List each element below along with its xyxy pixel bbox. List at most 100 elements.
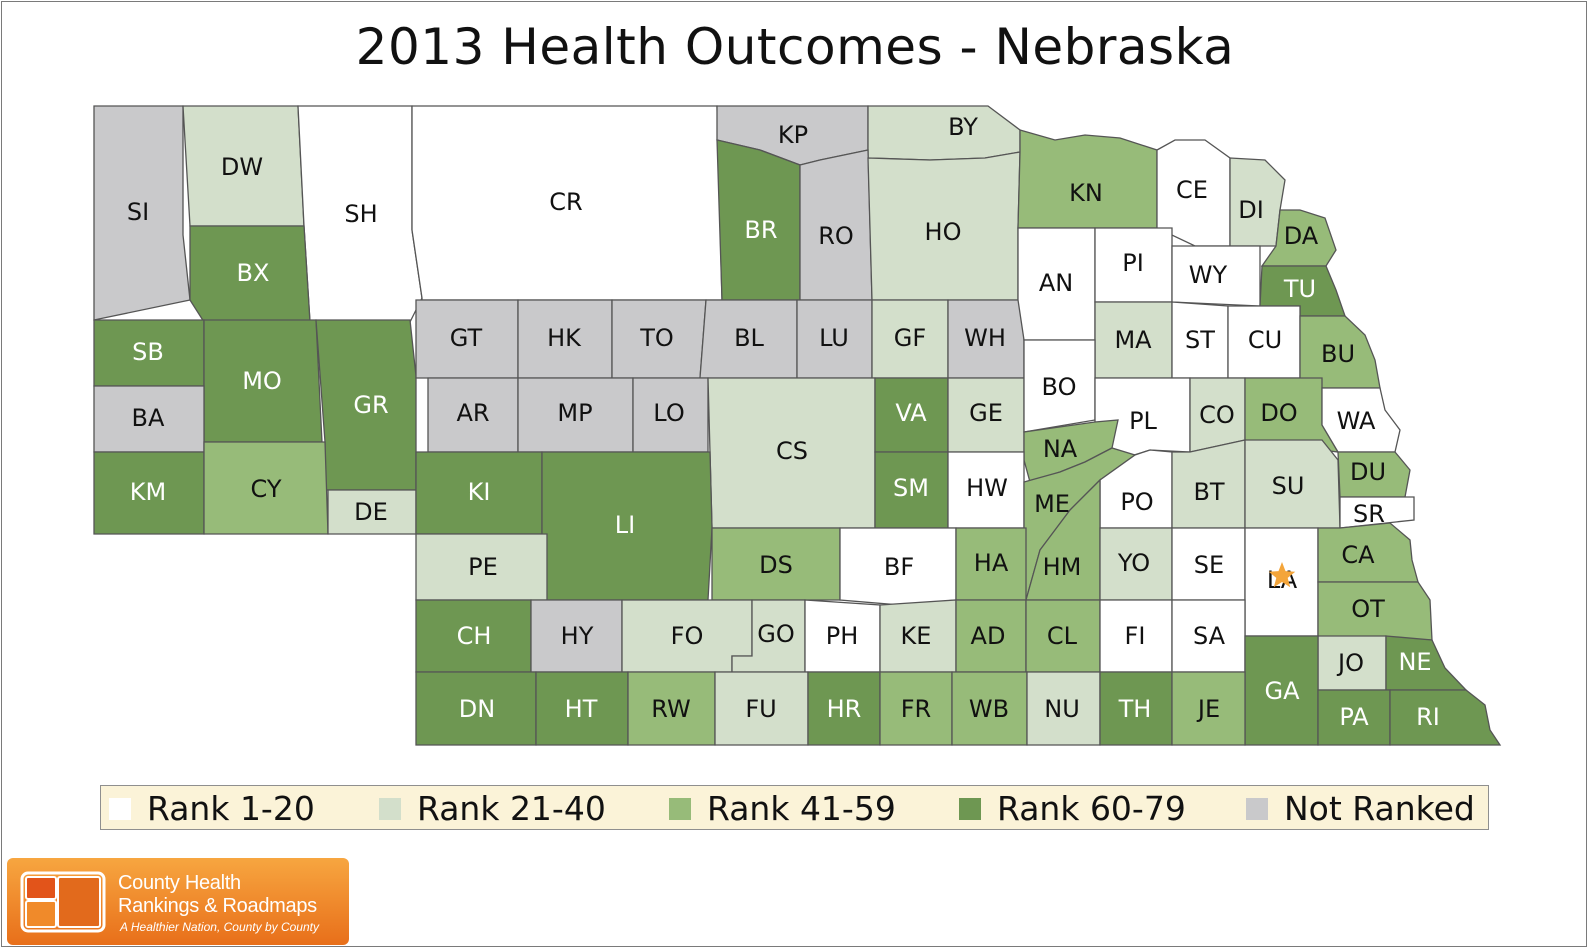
county-label-cs: CS <box>776 437 808 465</box>
county-label-dn: DN <box>459 695 495 723</box>
county-label-hw: HW <box>966 474 1008 502</box>
legend-swatch-rank-1-20 <box>109 797 131 820</box>
county-label-pi: PI <box>1122 249 1144 277</box>
county-label-cy: CY <box>251 475 282 503</box>
legend-item-rank-1-20: Rank 1-20 <box>109 786 315 831</box>
county-label-bl: BL <box>734 324 764 352</box>
county-je[interactable] <box>1171 671 1246 746</box>
county-du[interactable] <box>1337 451 1411 498</box>
county-label-wy: WY <box>1189 261 1228 289</box>
legend-label: Rank 21-40 <box>417 789 606 828</box>
county-label-sm: SM <box>893 474 929 502</box>
county-label-na: NA <box>1043 435 1078 463</box>
county-label-pa: PA <box>1339 703 1369 731</box>
county-label-di: DI <box>1238 196 1264 224</box>
county-label-to: TO <box>639 324 674 352</box>
county-label-br: BR <box>744 216 777 244</box>
county-by[interactable] <box>867 105 1021 161</box>
legend-swatch-rank-60-79 <box>959 797 981 820</box>
county-label-ot: OT <box>1351 595 1385 623</box>
county-label-ph: PH <box>826 622 859 650</box>
county-label-km: KM <box>130 478 166 506</box>
county-label-jo: JO <box>1336 649 1364 677</box>
county-label-fo: FO <box>671 622 704 650</box>
county-label-co: CO <box>1199 401 1235 429</box>
county-label-sh: SH <box>344 200 377 228</box>
county-label-sr: SR <box>1353 500 1385 528</box>
county-health-rankings-logo[interactable]: County Health Rankings & Roadmaps A Heal… <box>7 858 349 945</box>
legend-item-not-ranked: Not Ranked <box>1246 786 1475 831</box>
legend-label: Rank 41-59 <box>707 789 896 828</box>
county-label-do: DO <box>1260 399 1297 427</box>
county-label-bo: BO <box>1042 373 1077 401</box>
county-label-dw: DW <box>221 153 263 181</box>
county-label-sa: SA <box>1193 622 1226 650</box>
legend-item-rank-41-59: Rank 41-59 <box>669 786 896 831</box>
county-label-du: DU <box>1350 458 1386 486</box>
county-label-po: PO <box>1120 488 1153 516</box>
county-label-hr: HR <box>827 695 862 723</box>
county-label-yo: YO <box>1117 549 1150 577</box>
county-label-pe: PE <box>468 553 498 581</box>
legend-label: Rank 60-79 <box>997 789 1186 828</box>
county-label-ce: CE <box>1176 176 1208 204</box>
county-label-mp: MP <box>557 399 592 427</box>
legend-item-rank-60-79: Rank 60-79 <box>959 786 1186 831</box>
legend-swatch-rank-21-40 <box>379 797 401 820</box>
state-capital-star-icon <box>1268 562 1296 588</box>
legend-item-rank-21-40: Rank 21-40 <box>379 786 606 831</box>
county-label-sb: SB <box>132 338 164 366</box>
county-label-kp: KP <box>778 121 808 149</box>
map-grid-icon <box>20 871 106 933</box>
legend-label: Not Ranked <box>1284 789 1475 828</box>
county-label-ne: NE <box>1398 648 1431 676</box>
county-label-va: VA <box>895 399 927 427</box>
county-sr[interactable] <box>1339 496 1415 529</box>
county-si[interactable] <box>93 105 191 321</box>
county-label-cr: CR <box>549 188 582 216</box>
county-ri[interactable] <box>1389 689 1502 746</box>
county-label-ki: KI <box>468 478 491 506</box>
county-wa[interactable] <box>1321 387 1401 453</box>
county-label-bx: BX <box>237 259 270 287</box>
county-ot[interactable] <box>1317 581 1433 641</box>
county-label-lo: LO <box>653 399 684 427</box>
county-label-bu: BU <box>1321 340 1355 368</box>
logo-tagline: A Healthier Nation, County by County <box>120 920 319 934</box>
map-title: 2013 Health Outcomes - Nebraska <box>355 18 1235 76</box>
county-label-fr: FR <box>901 695 931 723</box>
county-label-bf: BF <box>884 553 914 581</box>
county-label-an: AN <box>1039 269 1073 297</box>
county-label-go: GO <box>757 620 795 648</box>
county-label-ds: DS <box>759 551 793 579</box>
county-label-cl: CL <box>1047 622 1078 650</box>
county-label-ri: RI <box>1416 703 1440 731</box>
county-label-wb: WB <box>969 695 1009 723</box>
county-label-hk: HK <box>547 324 582 352</box>
county-label-gf: GF <box>894 324 926 352</box>
legend: Rank 1-20 Rank 21-40 Rank 41-59 Rank 60-… <box>100 785 1489 830</box>
county-label-ga: GA <box>1264 677 1300 705</box>
county-label-ar: AR <box>456 399 489 427</box>
county-label-ke: KE <box>901 622 932 650</box>
county-label-fi: FI <box>1125 622 1146 650</box>
logo-line-1: County Health <box>118 872 241 894</box>
county-label-gr: GR <box>353 391 388 419</box>
county-ne[interactable] <box>1385 635 1468 691</box>
county-label-wa: WA <box>1337 407 1376 435</box>
county-label-da: DA <box>1284 222 1319 250</box>
county-label-st: ST <box>1185 326 1215 354</box>
county-label-nu: NU <box>1044 695 1080 723</box>
county-label-fu: FU <box>745 695 776 723</box>
legend-label: Rank 1-20 <box>147 789 315 828</box>
county-label-kn: KN <box>1069 179 1103 207</box>
county-label-by: BY <box>948 113 978 141</box>
county-label-ch: CH <box>457 622 492 650</box>
county-label-gt: GT <box>450 324 483 352</box>
county-label-ho: HO <box>925 218 962 246</box>
county-label-ge: GE <box>969 399 1003 427</box>
county-label-wh: WH <box>964 324 1006 352</box>
county-label-rw: RW <box>651 695 690 723</box>
county-label-hm: HM <box>1043 553 1082 581</box>
county-label-si: SI <box>127 198 149 226</box>
